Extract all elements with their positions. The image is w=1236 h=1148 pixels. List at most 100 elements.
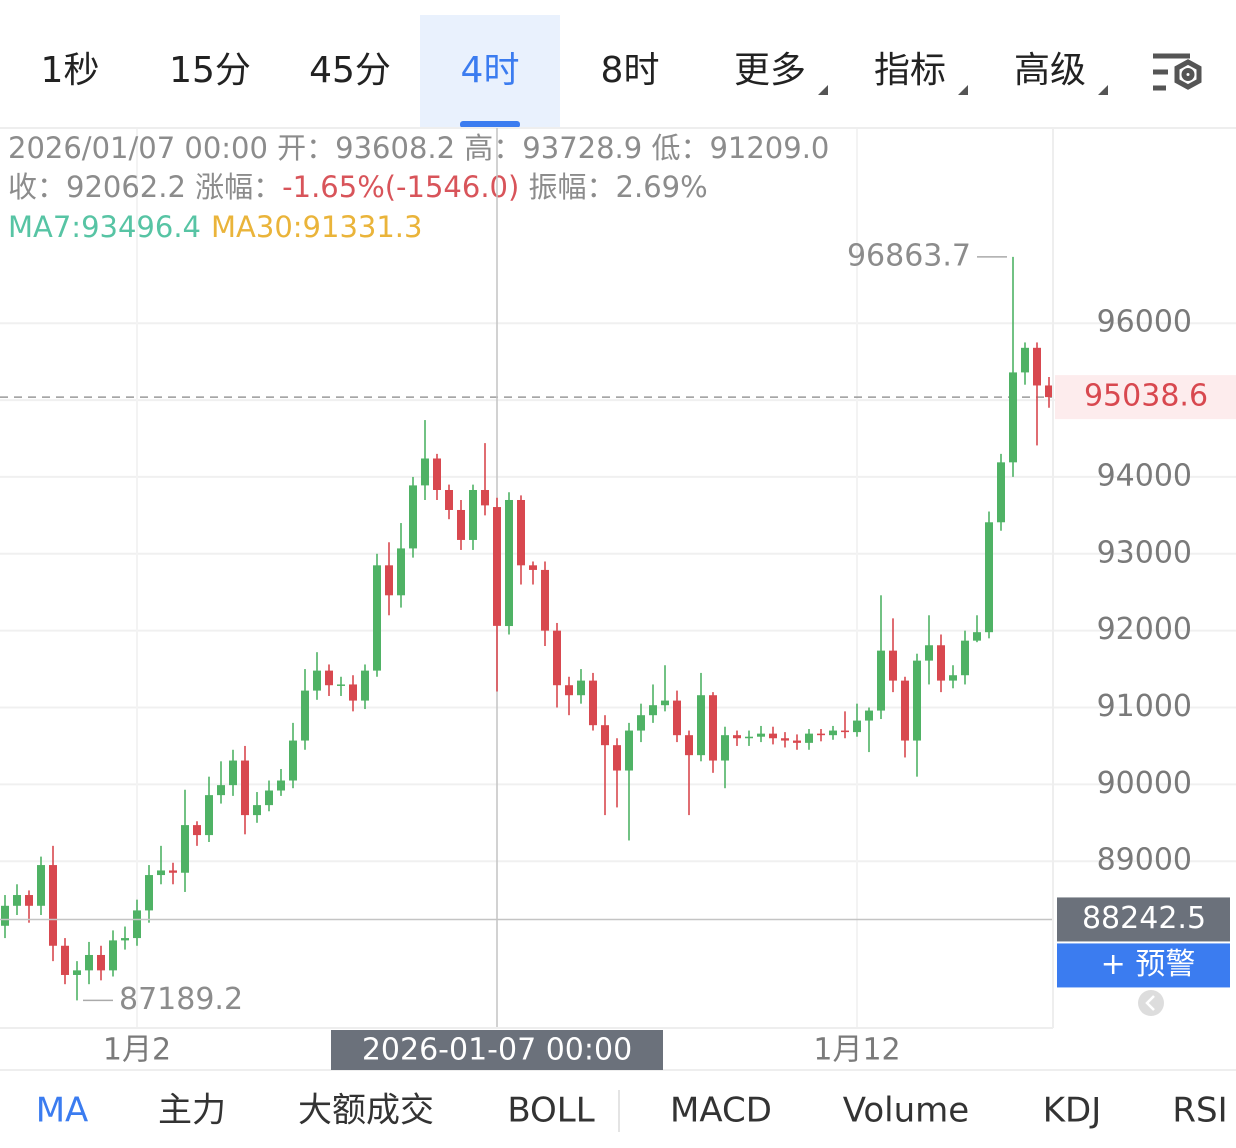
candle-body: [637, 715, 645, 731]
candle-body: [601, 725, 609, 746]
active-tab-bg: [420, 15, 560, 128]
indicator-tab[interactable]: Volume: [843, 1091, 969, 1131]
candle-body: [937, 645, 945, 681]
candle-body: [925, 645, 933, 661]
candle-body: [781, 738, 789, 741]
candle-body: [589, 680, 597, 726]
info-line: 2026/01/07 00:00 开：93608.2 高：93728.9 低：9…: [8, 131, 829, 165]
timeframe-tab[interactable]: 指标: [874, 50, 946, 91]
last-price-label: 95038.6: [1084, 379, 1208, 414]
candle-body: [289, 740, 297, 781]
candle-body: [325, 670, 333, 686]
candle-body: [721, 735, 729, 761]
candle-body: [349, 684, 357, 701]
candle-body: [469, 489, 477, 540]
candle-body: [337, 684, 345, 686]
candle-body: [1021, 347, 1029, 373]
ma-legend-entry: MA7:93496.4: [8, 210, 201, 244]
candle-body: [253, 805, 261, 816]
indicator-tab[interactable]: MA: [36, 1091, 89, 1131]
y-tick-label: 90000: [1097, 766, 1192, 801]
candle-body: [313, 670, 321, 691]
info-change: -1.65%(-1546.0): [282, 170, 519, 204]
candle-body: [481, 489, 489, 506]
candle-body: [829, 730, 837, 736]
candle-body: [697, 695, 705, 756]
overlay-layer: 8900090000910009200093000940009500096000…: [83, 238, 1236, 1070]
candle-body: [613, 745, 621, 771]
candle-body: [541, 569, 549, 631]
indicator-tab[interactable]: 主力: [158, 1091, 226, 1131]
timeframe-tab[interactable]: 8时: [601, 50, 660, 91]
x-tick-label: 1月2: [103, 1033, 171, 1068]
dropdown-mark: [1098, 85, 1108, 95]
candle-body: [361, 670, 369, 701]
candle-body: [565, 685, 573, 696]
candle-body: [853, 720, 861, 733]
scroll-chevron: [1145, 995, 1155, 1011]
indicator-tab[interactable]: KDJ: [1043, 1091, 1102, 1131]
candle-body: [673, 700, 681, 736]
y-tick-label: 96000: [1097, 305, 1192, 340]
candle-body: [961, 640, 969, 676]
candle-body: [493, 507, 501, 626]
candle-body: [421, 458, 429, 486]
indicator-tab[interactable]: MACD: [670, 1091, 772, 1131]
ma-legend: MA7:93496.4 MA30:91331.3: [8, 210, 422, 244]
timeframe-tab[interactable]: 45分: [309, 50, 391, 91]
candle-body: [577, 680, 585, 696]
timeframe-tab[interactable]: 4时: [461, 50, 520, 91]
y-tick-label: 94000: [1097, 458, 1192, 493]
candle-body: [973, 632, 981, 641]
candle-body: [769, 733, 777, 739]
crosshair-price-label: 88242.5: [1082, 901, 1206, 936]
timeframe-tab[interactable]: 1秒: [41, 50, 100, 91]
candle-body: [649, 705, 657, 716]
candle-body: [409, 485, 417, 549]
candle-body: [49, 865, 57, 946]
candle-body: [913, 660, 921, 741]
candle-body: [517, 499, 525, 566]
candle-body: [949, 675, 957, 681]
candle-body: [13, 895, 21, 906]
candle-body: [985, 522, 993, 633]
candle-body: [793, 740, 801, 743]
scroll-circle: [1138, 990, 1164, 1016]
candle-body: [97, 954, 105, 971]
candle-body: [229, 760, 237, 786]
candle-body: [73, 970, 81, 975]
scroll-button[interactable]: [1138, 990, 1164, 1016]
crosshair-price-box: [1057, 897, 1230, 942]
candle-body: [241, 760, 249, 816]
candle-body: [745, 736, 753, 739]
active-tab-indicator: [460, 121, 520, 128]
candle-body: [265, 790, 273, 806]
timeframe-tab[interactable]: 更多: [734, 50, 806, 91]
candle-body: [733, 735, 741, 739]
y-tick-label: 89000: [1097, 843, 1192, 878]
candle-body: [1009, 372, 1017, 463]
candle-body: [193, 825, 201, 836]
indicator-tab[interactable]: BOLL: [507, 1091, 594, 1131]
candle-body: [25, 895, 33, 906]
timeframe-tab[interactable]: 15分: [169, 50, 251, 91]
candle-body: [997, 462, 1005, 523]
candle-body: [37, 865, 45, 906]
indicator-tab[interactable]: RSI: [1172, 1091, 1227, 1131]
info-text: 振幅：2.69%: [519, 170, 707, 204]
settings-icon[interactable]: [1153, 53, 1202, 91]
ma-legend-entry: MA30:91331.3: [211, 210, 422, 244]
candle-body: [85, 954, 93, 971]
candle-body: [505, 499, 513, 627]
timeframe-tab[interactable]: 高级: [1014, 50, 1086, 91]
candle-body: [385, 565, 393, 596]
alert-button[interactable]: [1057, 943, 1230, 988]
candle-body: [1033, 347, 1041, 386]
info-text: 收：92062.2 涨幅：: [8, 170, 282, 204]
candle-body: [553, 630, 561, 686]
alert-button-label[interactable]: + 预警: [1101, 947, 1196, 982]
candle-body: [1045, 385, 1053, 398]
candle-body: [169, 870, 177, 873]
indicator-tab[interactable]: 大额成交: [298, 1091, 434, 1131]
candle-body: [373, 565, 381, 671]
